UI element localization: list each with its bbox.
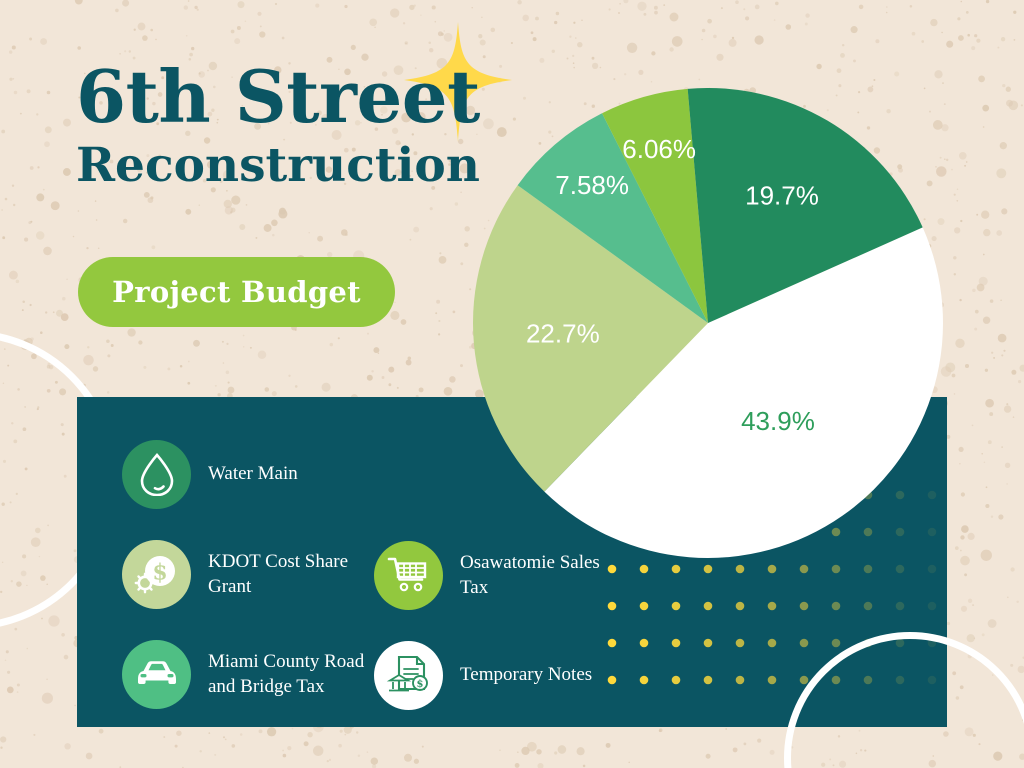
pie-slice[interactable]: Water Main 19.7% [687, 88, 923, 323]
pie-slice-label: 7.58% [555, 170, 629, 200]
shopping-cart-icon [374, 540, 443, 610]
legend-item-label: Water Main [208, 463, 298, 485]
legend-item-osawatomie-sales-tax[interactable]: Osawatomie Sales Tax [374, 525, 628, 625]
legend-item-kdot-cost-share-grant[interactable]: $ [122, 524, 376, 624]
page-title: 6th Street Reconstruction [76, 54, 480, 193]
pie-slice[interactable]: Osawatomie Sales Tax 7.58% [517, 113, 708, 323]
budget-pie-chart[interactable]: Temporary Notes 43.9%KDOT Cost Share Gra… [473, 88, 943, 558]
pie-slice[interactable]: Miami County Road and Bridge Tax 6.06% [602, 88, 708, 323]
project-budget-badge[interactable]: Project Budget [78, 257, 395, 327]
pie-slice-label: 22.7% [526, 319, 600, 349]
legend-column-right: Osawatomie Sales Tax [374, 525, 628, 725]
legend-item-temporary-notes[interactable]: $ Temporary Notes [374, 625, 628, 725]
legend-item-label: KDOT Cost Share Grant [208, 550, 349, 597]
legend-item-miami-county-road-and-bridge-tax[interactable]: Miami County Road and Bridge Tax [122, 624, 376, 724]
title-line-2: Reconstruction [76, 137, 480, 193]
pie-slice-labels: 43.9% 22.7% 7.58% 6.06% 19.7% [526, 134, 819, 436]
sparkle-icon [404, 22, 512, 142]
bank-document-dollar-icon: $ [374, 640, 443, 710]
pie-slice[interactable]: KDOT Cost Share Grant 22.7% [473, 185, 708, 492]
pie-slice[interactable]: Temporary Notes 43.9% [544, 227, 943, 558]
pie-slice-label: 43.9% [741, 406, 815, 436]
pie-slice-label: 19.7% [745, 180, 819, 210]
svg-text:$: $ [152, 560, 167, 586]
water-drop-icon [122, 439, 191, 509]
svg-text:$: $ [416, 679, 423, 690]
project-budget-badge-label: Project Budget [112, 275, 361, 309]
legend-item-label: Osawatomie Sales Tax [460, 551, 600, 598]
legend-item-water-main[interactable]: Water Main [122, 424, 376, 524]
car-icon [122, 639, 191, 709]
dollar-coin-gear-icon: $ [122, 539, 191, 609]
legend-item-label: Miami County Road and Bridge Tax [208, 650, 365, 697]
legend-column-left: Water Main $ [122, 424, 376, 724]
legend-item-label: Temporary Notes [460, 664, 593, 686]
title-line-1: 6th Street [76, 54, 480, 139]
pie-slices: Temporary Notes 43.9%KDOT Cost Share Gra… [473, 88, 943, 558]
pie-slice-label: 6.06% [622, 134, 696, 164]
